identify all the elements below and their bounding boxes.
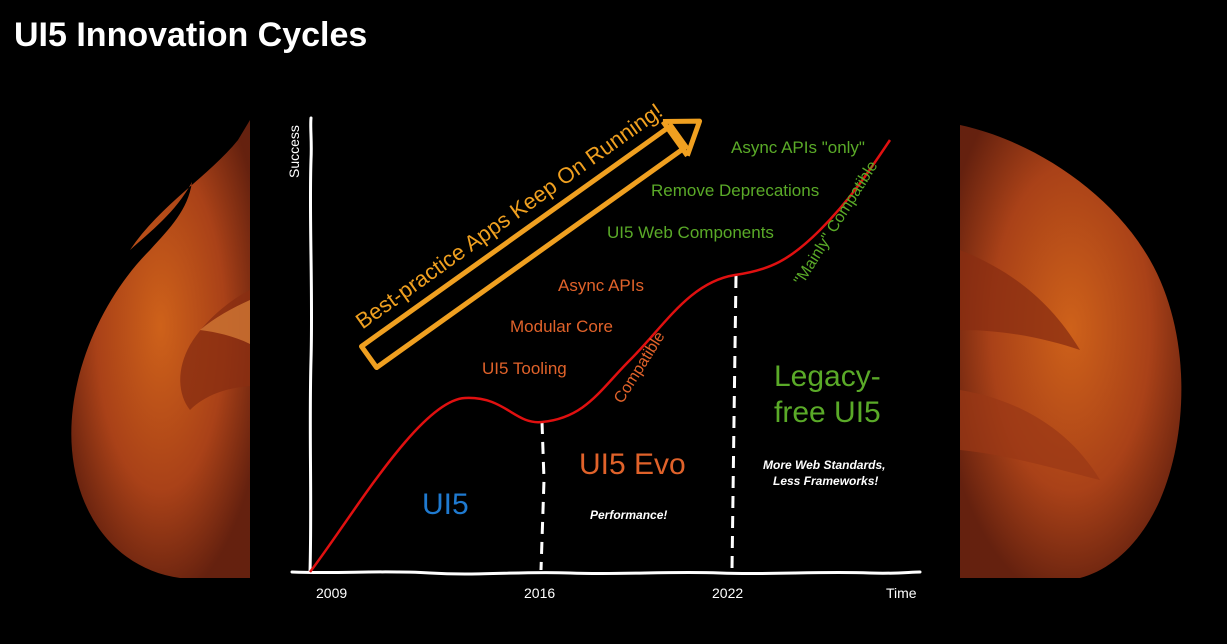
- x-axis: [290, 570, 922, 576]
- era-divider-2016: [539, 421, 546, 571]
- era-legacy-free-note-line2: Less Frameworks!: [773, 474, 879, 488]
- era-ui5-label: UI5: [422, 488, 469, 521]
- era-legacy-free-label-line2: free UI5: [774, 396, 881, 429]
- evo-milestone-async-apis: Async APIs: [558, 276, 644, 295]
- era-evo-note: Performance!: [590, 508, 668, 522]
- legacy-milestone-async-apis-only: Async APIs "only": [731, 138, 865, 157]
- era-evo-label: UI5 Evo: [579, 448, 686, 481]
- success-curve: [309, 139, 892, 573]
- era-divider-2022: [730, 275, 738, 571]
- phoenix-right-graphic: [960, 125, 1182, 578]
- x-tick-2016: 2016: [524, 585, 556, 601]
- banner-arrow: [358, 118, 703, 371]
- x-tick-2009: 2009: [316, 585, 348, 601]
- y-axis-label: Success: [286, 125, 302, 178]
- x-tick-2022: 2022: [712, 585, 744, 601]
- legacy-milestone-web-components: UI5 Web Components: [607, 223, 774, 242]
- era-legacy-free-label-line1: Legacy-: [774, 360, 881, 393]
- evo-milestone-modular-core: Modular Core: [510, 317, 613, 336]
- legacy-milestone-remove-deprecations: Remove Deprecations: [651, 181, 820, 200]
- phoenix-left-graphic: [71, 120, 250, 578]
- era-legacy-free-note-line1: More Web Standards,: [763, 458, 886, 472]
- page-title: UI5 Innovation Cycles: [14, 16, 368, 54]
- y-axis: [308, 116, 314, 574]
- x-axis-end-label: Time: [886, 585, 917, 601]
- evo-milestone-ui5-tooling: UI5 Tooling: [482, 359, 567, 378]
